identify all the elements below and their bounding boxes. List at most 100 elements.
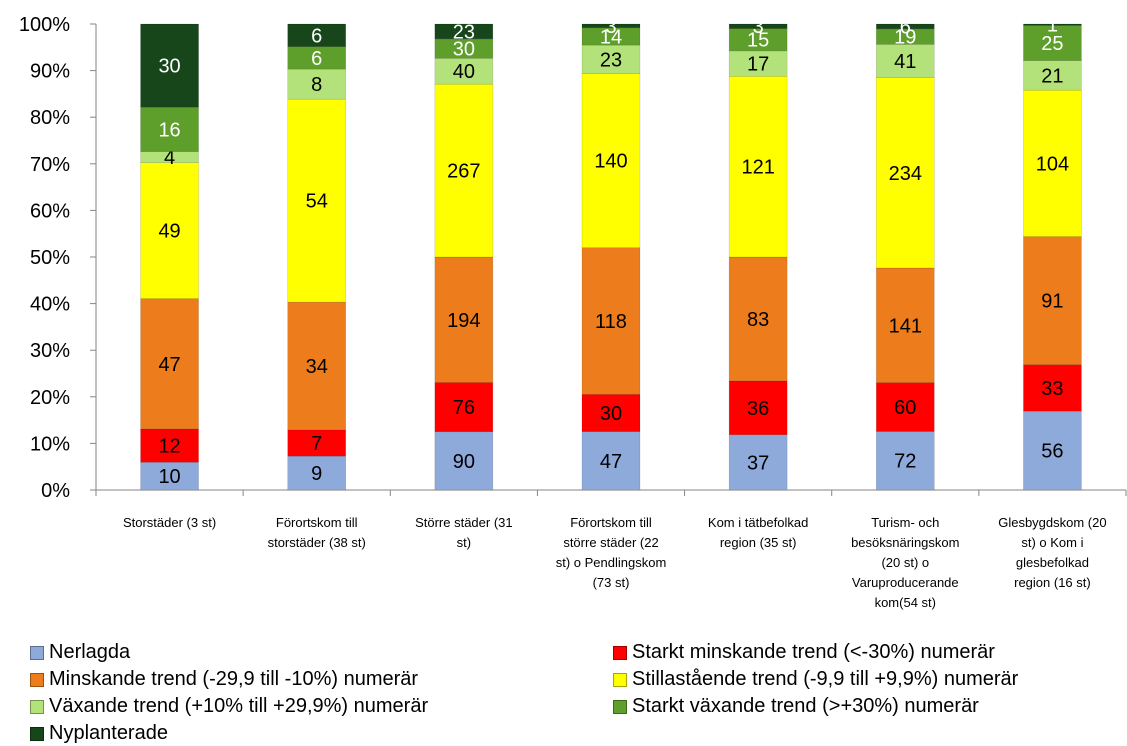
data-label: 36: [747, 398, 769, 420]
data-label: 72: [894, 451, 916, 473]
legend-swatch: [613, 699, 627, 714]
data-label: 9: [311, 463, 322, 485]
y-tick-label: 10%: [30, 433, 70, 455]
data-label: 60: [894, 397, 916, 419]
data-label: 6: [311, 25, 322, 47]
legend-swatch: [30, 726, 44, 741]
bar-segment: [140, 461, 199, 491]
y-tick-label: 0%: [41, 480, 70, 502]
data-label: 1: [1047, 15, 1058, 37]
bar-segment: [581, 247, 641, 395]
y-tick-label: 90%: [30, 61, 70, 83]
bar-segment: [287, 455, 347, 491]
legend-label: Växande trend (+10% till +29,9%) numerär: [49, 695, 429, 717]
bar-segment: [1023, 364, 1082, 412]
data-label: 25: [1041, 33, 1063, 55]
data-label: 140: [594, 151, 627, 173]
y-tick-label: 80%: [30, 107, 70, 129]
data-label: 91: [1041, 291, 1063, 313]
y-tick-label: 50%: [30, 247, 70, 269]
bar-segment: [287, 98, 347, 303]
legend-swatch: [30, 699, 44, 714]
x-category-label: Förortskom till storstäder (38 st): [268, 515, 366, 550]
data-label: 3: [753, 16, 764, 38]
bar-segment: [728, 75, 788, 258]
bar-segment: [140, 23, 199, 108]
legend-item: Minskande trend (-29,9 till -10%) numerä…: [30, 668, 418, 691]
y-tick-label: 30%: [30, 340, 70, 362]
data-label: 33: [1041, 378, 1063, 400]
data-label: 54: [306, 191, 328, 213]
data-label: 6: [311, 48, 322, 70]
legend-swatch: [30, 645, 44, 660]
bar-segment: [434, 431, 494, 491]
bar-segment: [581, 44, 641, 75]
data-label: 234: [889, 163, 922, 185]
bar-segment: [875, 23, 935, 30]
data-label: 16: [158, 119, 180, 141]
data-label: 194: [447, 310, 480, 332]
data-label: 104: [1036, 153, 1069, 175]
data-label: 76: [453, 397, 475, 419]
bar-segment: [287, 23, 347, 47]
bar-segment: [875, 77, 935, 269]
data-label: 17: [747, 54, 769, 76]
bar-segment: [287, 429, 347, 457]
legend-item: Starkt växande trend (>+30%) numerär: [613, 695, 979, 718]
bar-segment: [875, 382, 935, 432]
data-label: 3: [605, 16, 616, 38]
legend-label: Minskande trend (-29,9 till -10%) numerä…: [49, 668, 419, 690]
data-label: 49: [158, 221, 180, 243]
legend-label: Nyplanterade: [49, 722, 168, 744]
bar-segment: [581, 394, 641, 432]
legend-item: Starkt minskande trend (<-30%) numerär: [613, 641, 995, 664]
bar-segment: [581, 23, 641, 29]
legend-label: Stillastående trend (-9,9 till +9,9%) nu…: [632, 668, 1019, 690]
data-label: 56: [1041, 441, 1063, 463]
legend-label: Nerlagda: [49, 641, 131, 663]
bar-segment: [1023, 60, 1082, 91]
data-label: 47: [600, 451, 622, 473]
data-label: 141: [889, 315, 922, 337]
y-tick-label: 20%: [30, 387, 70, 409]
legend-label: Starkt minskande trend (<-30%) numerär: [632, 641, 995, 663]
data-label: 267: [447, 161, 480, 183]
data-label: 14: [600, 26, 622, 48]
legend-item: Stillastående trend (-9,9 till +9,9%) nu…: [613, 668, 1018, 691]
bar-segment: [581, 73, 641, 248]
data-label: 47: [158, 354, 180, 376]
legend-item: Nerlagda: [30, 641, 130, 664]
bar-segment: [728, 23, 788, 29]
legend-swatch: [30, 672, 44, 687]
data-label: 37: [747, 452, 769, 474]
data-label: 30: [600, 403, 622, 425]
bar-segment: [1023, 89, 1082, 237]
data-label: 90: [453, 451, 475, 473]
data-label: 121: [741, 157, 774, 179]
x-category-label: Förortskom till större städer (22 st) o Pe…: [556, 515, 667, 590]
bar-segment: [434, 58, 494, 85]
bar-segment: [287, 301, 347, 431]
data-label: 6: [900, 16, 911, 38]
legend-item: Nyplanterade: [30, 722, 168, 745]
y-tick-label: 70%: [30, 154, 70, 176]
x-category-label: Glesbygdskom (20 st) o Kom i glesbefolkad r…: [998, 515, 1106, 590]
x-category-label: Turism- och besöksnäringskom (20 st) o Varu…: [851, 515, 959, 610]
bar-segment: [1023, 236, 1082, 366]
data-label: 15: [747, 30, 769, 52]
bar-segment: [581, 431, 641, 491]
bar-segment: [140, 106, 199, 152]
data-label: 23: [600, 49, 622, 71]
data-label: 30: [158, 56, 180, 78]
data-label: 83: [747, 309, 769, 331]
y-tick-label: 100%: [19, 14, 70, 36]
bar-segment: [434, 83, 494, 258]
bar-segment: [1023, 25, 1082, 61]
bar-segment: [1023, 23, 1082, 26]
bar-segment: [875, 267, 935, 383]
bar-segment: [875, 44, 935, 78]
data-label: 4: [164, 147, 175, 169]
legend-label: Starkt växande trend (>+30%) numerär: [632, 695, 979, 717]
data-label: 10: [158, 466, 180, 488]
data-label: 118: [595, 311, 627, 333]
